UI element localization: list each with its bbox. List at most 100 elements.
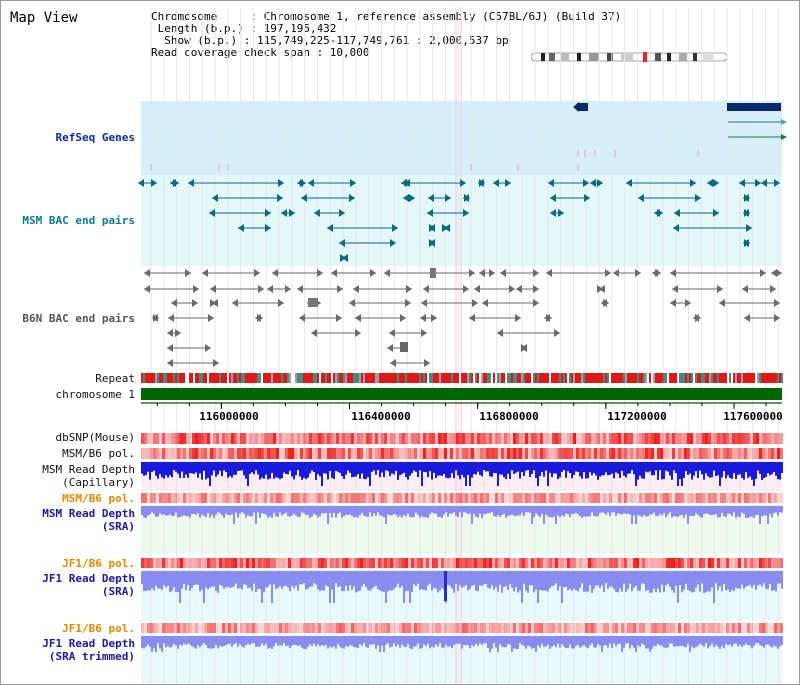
msm-b6-pol-heat-cell	[741, 448, 744, 459]
msm-sra-depth-bar	[399, 506, 401, 516]
jf1-trimmed-depth-bar	[155, 636, 157, 652]
repeat-segment	[207, 373, 209, 383]
capillary-depth-bar	[467, 462, 469, 475]
jf1-b6-pol-heat-cell	[234, 558, 237, 568]
msm-sra-depth-bar	[367, 506, 369, 518]
jf1-sra-depth-bar	[247, 571, 249, 589]
jf1-trimmed-depth-bar	[437, 636, 439, 647]
repeat-segment	[499, 373, 501, 383]
jf1-sra-depth-bar	[497, 571, 499, 592]
capillary-depth-bar	[381, 462, 383, 473]
b6n-bac-pair-arrow	[717, 285, 723, 293]
capillary-depth-bar	[445, 462, 447, 478]
capillary-depth-bar	[527, 462, 529, 471]
repeat-segment	[731, 373, 733, 383]
jf1-b6-pol-heat-cell	[726, 558, 729, 568]
jf1-trimmed-depth-bar	[581, 636, 583, 647]
jf1-trimmed-depth-bar	[681, 636, 683, 646]
msm-b6-pol-2-heat-cell	[396, 493, 399, 503]
dbsnp-heat-cell	[234, 433, 237, 444]
jf1-b6-pol-heat-cell	[297, 558, 300, 568]
b6n-bac-pair-arrow	[272, 269, 278, 277]
msm-b6-pol-2-heat-cell	[279, 493, 282, 503]
msm-sra-depth-bar	[145, 506, 147, 518]
jf1-trimmed-depth-bar	[339, 636, 341, 647]
jf1-b6-pol-heat-cell	[330, 558, 333, 568]
repeat-segment	[521, 373, 523, 383]
jf1-trimmed-depth-bar	[621, 636, 623, 652]
repeat-segment	[749, 373, 751, 383]
msm-b6-pol-heat-cell	[249, 448, 252, 459]
repeat-segment	[243, 373, 245, 383]
msm-b6-pol-heat-cell	[531, 448, 534, 459]
msm-sra-depth-bar	[469, 506, 471, 514]
msm-sra-depth-bar	[451, 506, 453, 514]
jf1-b6-pol-2-heat-cell	[363, 623, 366, 633]
msm-b6-pol-heat-cell	[636, 448, 639, 459]
msm-sra-depth-bar	[359, 506, 361, 516]
msm-b6-pol-heat-cell	[393, 448, 396, 459]
msm-b6-pol-2-heat-cell	[732, 493, 735, 503]
msm-b6-pol-2-heat-cell	[633, 493, 636, 503]
msm-b6-pol-heat-cell	[708, 448, 711, 459]
jf1-trimmed-depth-bar	[673, 636, 675, 647]
repeat-segment	[333, 373, 335, 383]
jf1-sra-depth-bar	[555, 571, 557, 584]
jf1-b6-pol-2-heat-cell	[552, 623, 555, 633]
jf1-trimmed-depth-bar	[141, 636, 143, 648]
msm-b6-pol-2-heat-cell	[486, 493, 489, 503]
msm-sra-depth-bar	[777, 506, 779, 516]
jf1-trimmed-depth-bar	[433, 636, 435, 648]
jf1-b6-pol-2-heat-cell	[339, 623, 342, 633]
msm-sra-depth-bar	[593, 506, 595, 516]
jf1-trimmed-depth-bar	[357, 636, 359, 649]
repeat-segment	[279, 373, 281, 383]
jf1-b6-pol-heat-cell	[153, 558, 156, 568]
dbsnp-heat-cell	[561, 433, 564, 444]
repeat-segment	[229, 373, 231, 383]
jf1-b6-pol-2-heat-cell	[600, 623, 603, 633]
msm-b6-pol-heat-cell	[468, 448, 471, 459]
msm-sra-depth-bar	[651, 506, 653, 515]
msm-b6-pol-2-heat-cell	[354, 493, 357, 503]
repeat-segment	[629, 373, 631, 383]
jf1-sra-depth-bar	[755, 571, 757, 590]
jf1-trimmed-depth-bar	[555, 636, 557, 648]
jf1-trimmed-depth-bar	[577, 636, 579, 645]
jf1-trimmed-depth-bar	[735, 636, 737, 644]
jf1-sra-depth-bar	[359, 571, 361, 591]
dbsnp-heat-cell	[594, 433, 597, 444]
msm-b6-pol-2-heat-cell	[585, 493, 588, 503]
dbsnp-heat-cell	[294, 433, 297, 444]
msm-b6-pol-heat-cell	[648, 448, 651, 459]
capillary-depth-bar	[419, 462, 421, 471]
msm-b6-pol-2-heat-cell	[459, 493, 462, 503]
b6n-bac-pair-arrow	[603, 299, 609, 307]
repeat-segment	[485, 373, 487, 383]
jf1-sra-depth-bar	[343, 571, 345, 592]
msm-bac-pair-arrow	[464, 194, 470, 202]
jf1-sra-depth-bar	[361, 571, 363, 587]
dbsnp-heat-cell	[711, 433, 714, 444]
msm-b6-pol-heat-cell	[189, 448, 192, 459]
capillary-depth-bar	[597, 462, 599, 480]
repeat-segment	[413, 373, 415, 383]
jf1-b6-pol-2-heat-cell	[177, 623, 180, 633]
dbsnp-heat-cell	[780, 433, 783, 444]
dbsnp-heat-cell	[339, 433, 342, 444]
msm-b6-pol-2-heat-cell	[612, 493, 615, 503]
repeat-segment	[509, 373, 511, 383]
jf1-sra-depth-bar	[385, 571, 387, 603]
jf1-sra-depth-bar	[449, 571, 451, 586]
msm-sra-depth-bar	[553, 506, 555, 517]
msm-sra-depth-bar	[747, 506, 749, 518]
dbsnp-heat-cell	[159, 433, 162, 444]
jf1-trimmed-depth-bar	[251, 636, 253, 644]
msm-sra-depth-bar	[417, 506, 419, 515]
msm-sra-depth-bar	[533, 506, 535, 518]
b6n-bac-pair-arrow	[406, 285, 412, 293]
msm-sra-depth-bar	[521, 506, 523, 513]
chromosome-ideogram[interactable]	[531, 52, 727, 62]
jf1-trimmed-depth-bar	[285, 636, 287, 646]
